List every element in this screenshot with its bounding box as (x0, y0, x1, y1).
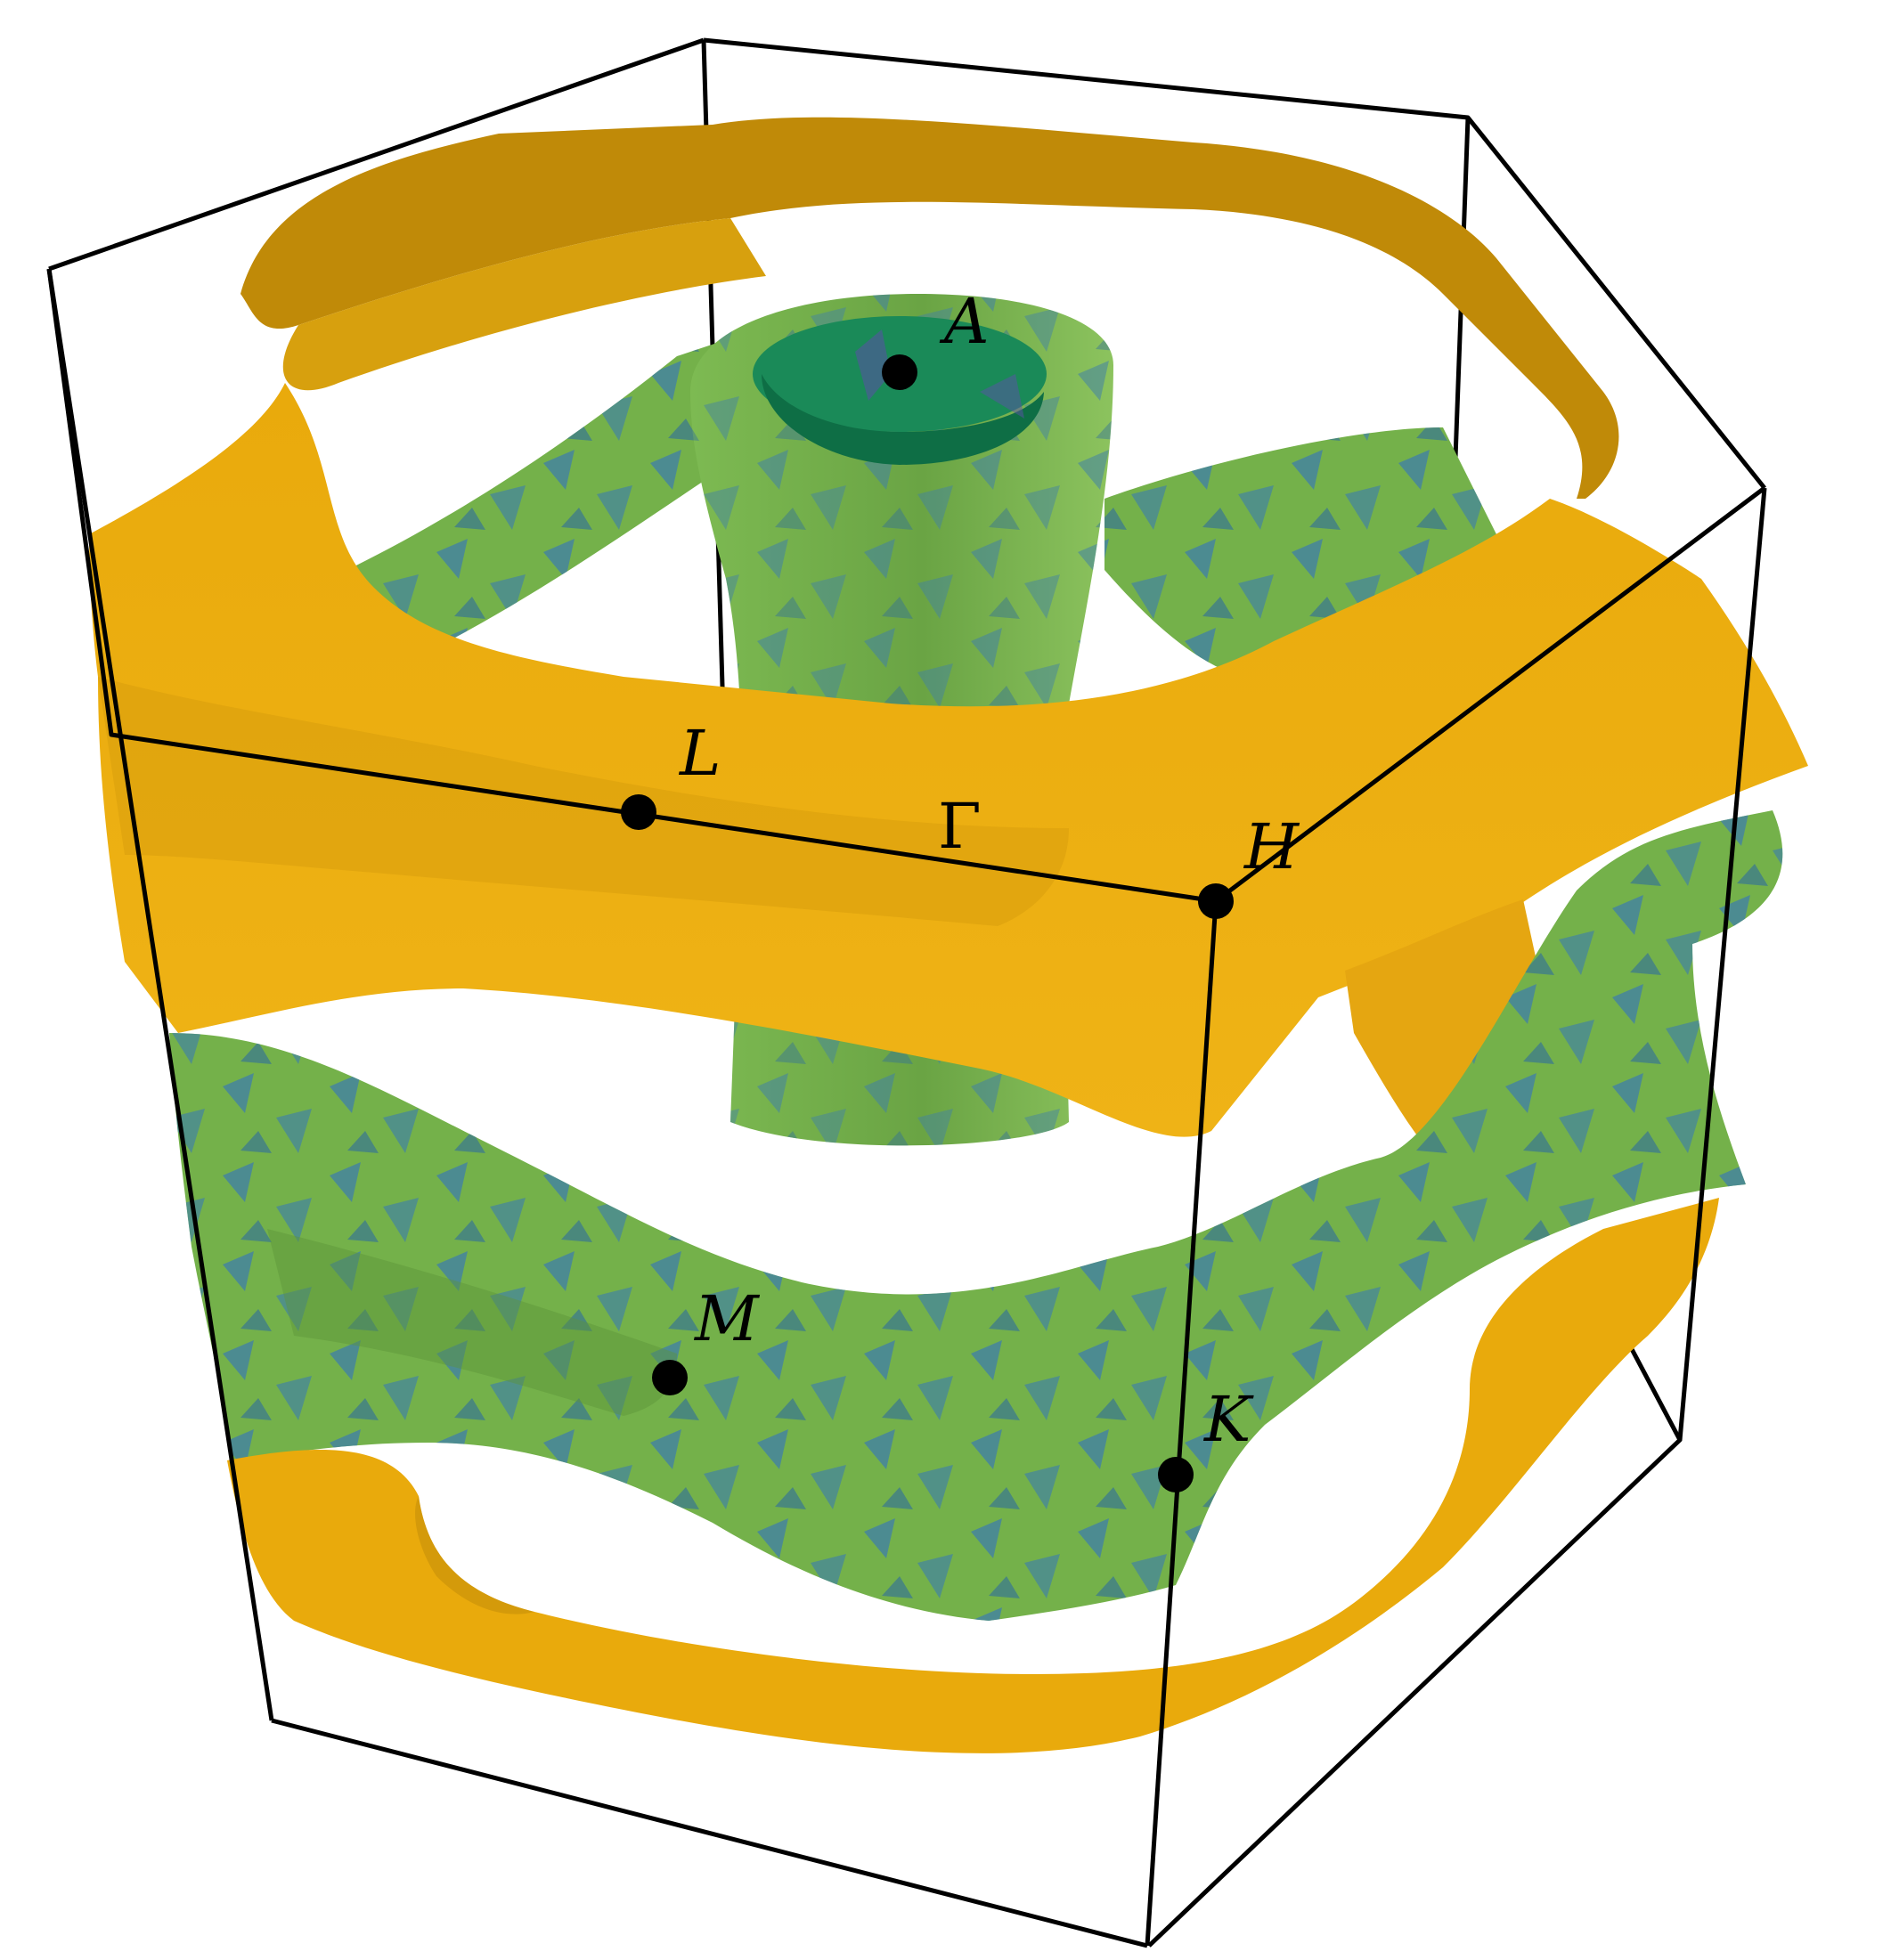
point-m-marker (652, 1360, 688, 1395)
bz-front-edges (46, 268, 1767, 1948)
lower-orange-ring (227, 1198, 1719, 1753)
point-h-label: H (1243, 810, 1300, 883)
lower-green-sheet (169, 810, 1783, 1621)
point-l-marker (621, 794, 656, 830)
point-a-marker (882, 354, 917, 390)
point-gamma-label: Γ (938, 790, 982, 863)
point-a-label: A (939, 285, 990, 358)
point-l-label: L (678, 717, 721, 790)
point-k-marker (1158, 1457, 1194, 1492)
upper-orange-ring (240, 117, 1619, 499)
point-h-marker (1198, 883, 1234, 919)
point-m-label: M (693, 1282, 761, 1355)
point-k-label: K (1202, 1383, 1254, 1456)
high-symmetry-points: A L Γ H M K (621, 285, 1300, 1492)
